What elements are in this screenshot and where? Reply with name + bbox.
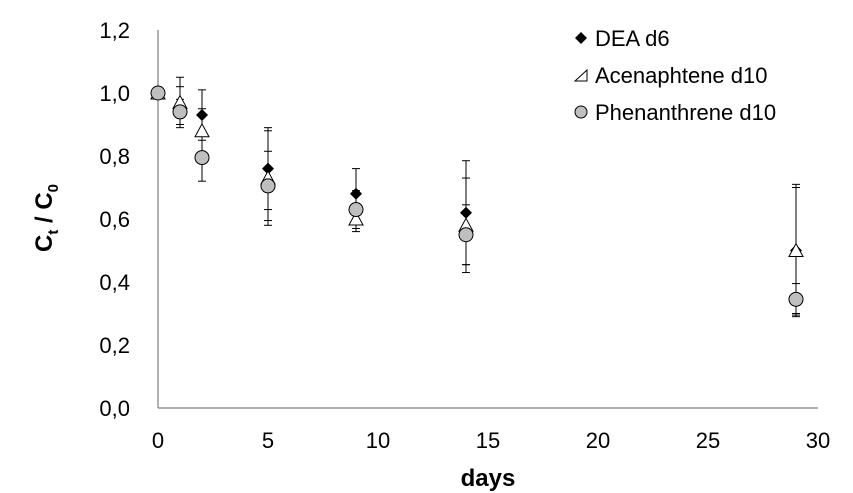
point-triangle (788, 242, 804, 257)
point-diamond (196, 109, 208, 122)
legend-item-acenaphtene: Acenaphtene d10 (573, 63, 768, 88)
y-axis-title-sub-t: t (45, 230, 62, 235)
x-tick-label: 20 (586, 428, 610, 453)
point-circle (458, 227, 474, 243)
y-tick-label: 0,0 (99, 396, 130, 421)
y-axis-title-slash: / (31, 210, 58, 230)
point-circle (348, 202, 364, 218)
legend-item-dea: DEA d6 (575, 26, 670, 51)
y-axis-title-sub-0: 0 (45, 184, 62, 192)
point-circle (788, 291, 804, 307)
point-diamond (460, 206, 472, 219)
y-axis-title: Ct / C0 (31, 184, 62, 252)
y-axis-title-c: C (31, 235, 58, 252)
data-markers (150, 84, 804, 307)
point-circle (172, 104, 188, 120)
legend-label-acenaphtene: Acenaphtene d10 (595, 63, 768, 88)
legend-item-phenanthrene: Phenanthrene d10 (574, 100, 776, 125)
y-tick-labels: 0,0 0,2 0,4 0,6 0,8 1,0 1,2 (99, 18, 130, 421)
point-triangle (348, 210, 364, 226)
point-diamond (350, 187, 362, 200)
y-tick-label: 0,4 (99, 270, 130, 295)
y-tick-label: 0,2 (99, 333, 130, 358)
point-circle (150, 85, 166, 101)
y-tick-label: 1,0 (99, 81, 130, 106)
y-tick-label: 1,2 (99, 18, 130, 43)
x-tick-label: 30 (806, 428, 830, 453)
legend-marker-circle (574, 105, 588, 119)
x-tick-label: 5 (262, 428, 274, 453)
point-circle (194, 150, 210, 166)
y-axis-title-c0: C (31, 192, 58, 209)
legend-marker-triangle (573, 68, 588, 82)
legend-marker-diamond (575, 32, 587, 44)
x-axis-title: days (461, 465, 516, 492)
y-tick-label: 0,8 (99, 144, 130, 169)
point-triangle (194, 122, 210, 138)
legend-label-phenanthrene: Phenanthrene d10 (595, 100, 776, 125)
legend: DEA d6 Acenaphtene d10 Phenanthrene d10 (573, 26, 776, 125)
x-tick-label: 0 (152, 428, 164, 453)
x-tick-label: 10 (366, 428, 390, 453)
y-tick-label: 0,6 (99, 207, 130, 232)
point-diamond (262, 162, 274, 175)
x-tick-label: 25 (696, 428, 720, 453)
x-tick-label: 15 (476, 428, 500, 453)
legend-label-dea: DEA d6 (595, 26, 670, 51)
x-tick-labels: 0 5 10 15 20 25 30 (152, 428, 830, 453)
point-circle (260, 178, 276, 194)
